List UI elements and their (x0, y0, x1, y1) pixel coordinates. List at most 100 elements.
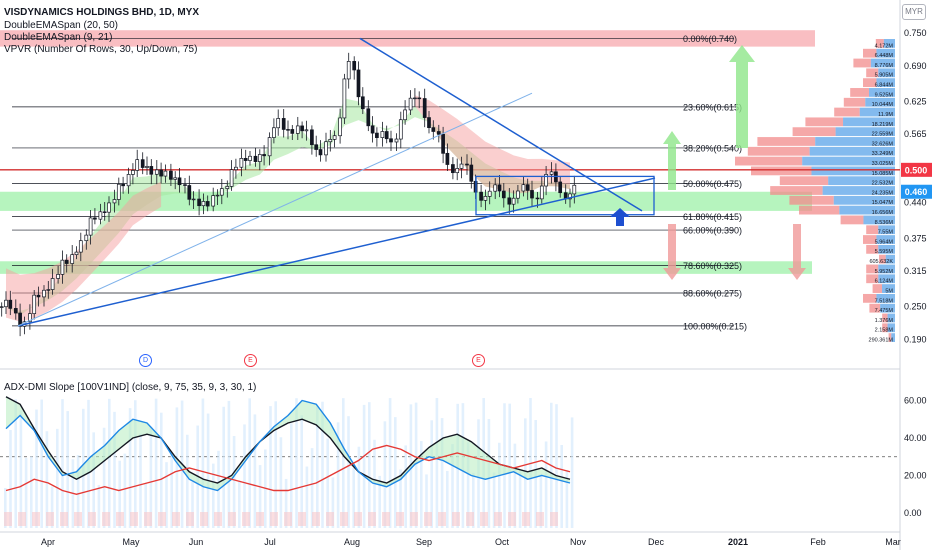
earnings-event-badge[interactable]: E (244, 354, 257, 367)
candle-up (380, 131, 385, 138)
oscillator-axis-tick-label: 20.00 (904, 471, 927, 481)
oscillator-pane (0, 396, 900, 528)
vp-value-label: 8.776M (875, 63, 894, 69)
vp-bar-down (872, 284, 883, 293)
consolidation-box (475, 175, 655, 216)
vp-value-label: 1.376M (875, 318, 894, 324)
oscillator-signal-block (88, 512, 96, 526)
oscillator-signal-block (508, 512, 516, 526)
vp-bar-up (815, 137, 895, 146)
target-arrow-up-large (729, 45, 755, 148)
vp-bar-up (835, 127, 895, 137)
candle-down (441, 133, 445, 154)
candle-up (116, 183, 121, 200)
candle-up (112, 199, 117, 204)
vp-bar-up (863, 215, 895, 225)
vp-value-label: 7.55M (878, 230, 894, 236)
oscillator-histogram-bar (295, 398, 298, 528)
candle-up (201, 201, 206, 207)
oscillator-axis-tick-label: 0.00 (904, 508, 922, 518)
indicator-legend-2[interactable]: DoubleEMASpan (9, 21) (4, 32, 113, 43)
candle-up (154, 169, 159, 175)
oscillator-histogram-bar (498, 442, 501, 528)
oscillator-histogram-bar (30, 456, 33, 528)
oscillator-histogram-bar (165, 462, 168, 528)
candle-down (93, 217, 97, 220)
oscillator-signal-block (270, 512, 278, 526)
candle-up (544, 174, 548, 187)
time-axis-tick-label: May (122, 537, 140, 547)
vp-bar-down (792, 127, 836, 137)
vp-value-label: 22.559M (872, 132, 894, 138)
candle-down (360, 96, 365, 110)
oscillator-histogram-bar (258, 465, 262, 528)
vp-value-label: 5.964M (875, 239, 894, 245)
vp-value-label: 6.448M (875, 53, 894, 59)
time-axis-tick-label: Jul (264, 537, 276, 547)
vp-value-label: 18.219M (872, 122, 894, 128)
candle-up (70, 254, 75, 264)
earnings-event-badge[interactable]: E (472, 354, 485, 367)
candle-up (98, 211, 103, 220)
oscillator-histogram-bar (513, 443, 517, 528)
oscillator-histogram-bar (342, 398, 345, 528)
oscillator-signal-block (396, 512, 404, 526)
candle-down (314, 144, 319, 150)
vp-value-label: 22.532M (872, 181, 894, 187)
candle-up (46, 289, 51, 291)
currency-tag[interactable]: MYR (902, 4, 926, 20)
oscillator-histogram-bar (92, 432, 95, 528)
candle-up (304, 129, 309, 132)
price-label-last: 0.460 (905, 187, 928, 197)
vp-bar-up (885, 254, 895, 264)
candle-down (140, 159, 145, 168)
fib-level-label: 61.80%(0.415) (683, 212, 742, 222)
candlestick-series (0, 52, 577, 337)
oscillator-histogram-bar (326, 438, 329, 528)
time-axis-tick-label: Sep (416, 537, 432, 547)
oscillator-signal-block (200, 512, 208, 526)
vp-value-label: 15.047M (872, 200, 894, 206)
oscillator-histogram-bar (310, 448, 314, 528)
oscillator-histogram-bar (368, 402, 371, 528)
vp-bar-down (799, 205, 840, 215)
oscillator-signal-block (438, 512, 446, 526)
indicator-legend-3[interactable]: VPVR (Number Of Rows, 30, Up/Down, 75) (4, 44, 198, 55)
oscillator-histogram-bar (331, 477, 335, 528)
vp-value-label: 5M (885, 288, 893, 294)
candle-down (370, 125, 375, 134)
candle-down (422, 98, 427, 118)
oscillator-histogram-bar (170, 452, 173, 528)
candle-up (328, 139, 333, 143)
oscillator-histogram-bar (414, 402, 418, 528)
oscillator-histogram-bar (123, 453, 127, 528)
candle-up (324, 141, 328, 156)
vp-value-label: 6.124M (875, 279, 894, 285)
oscillator-histogram-bar (243, 424, 246, 528)
oscillator-legend[interactable]: ADX-DMI Slope [100V1IND] (close, 9, 75, … (4, 382, 257, 393)
vp-bar-down (863, 78, 877, 88)
vp-bar-down (866, 68, 879, 78)
time-axis-tick-label: Oct (495, 537, 510, 547)
candle-up (394, 138, 399, 143)
vp-value-label: 8.536M (875, 220, 894, 226)
oscillator-histogram-bar (108, 398, 111, 528)
oscillator-axis-tick-label: 40.00 (904, 433, 927, 443)
vp-bar-up (822, 186, 895, 195)
oscillator-histogram-bar (56, 428, 59, 528)
candle-down (375, 132, 379, 138)
candle-up (521, 184, 526, 192)
oscillator-signal-block (214, 512, 222, 526)
oscillator-histogram-bar (347, 416, 350, 528)
indicator-legend-1[interactable]: DoubleEMASpan (20, 50) (4, 20, 118, 31)
oscillator-histogram-bar (227, 400, 231, 528)
candle-up (145, 166, 149, 168)
vp-bar-down (843, 97, 866, 107)
stop-arrow-down-small (663, 224, 681, 280)
dividend-event-badge[interactable]: D (139, 354, 152, 367)
oscillator-histogram-bar (336, 422, 340, 528)
candle-down (507, 197, 512, 205)
vp-bar-up (882, 284, 895, 293)
vp-bar-up (876, 78, 895, 88)
